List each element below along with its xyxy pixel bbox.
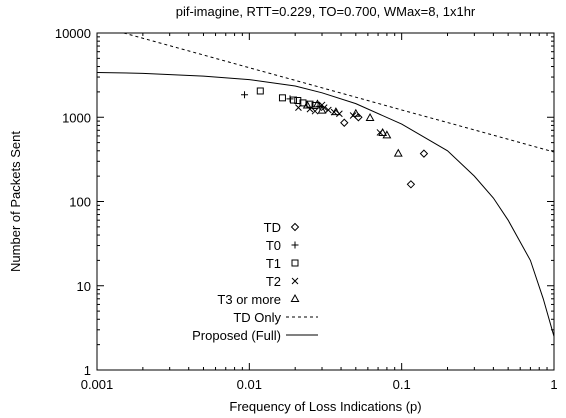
point-t3-or-more bbox=[351, 108, 361, 117]
y-tick-label: 10 bbox=[77, 279, 91, 294]
legend-label-td: TD bbox=[264, 220, 281, 235]
legend-marker-t3-or-more bbox=[290, 293, 300, 302]
legend-label-proposed-full: Proposed (Full) bbox=[192, 328, 281, 343]
point-t1 bbox=[294, 97, 302, 105]
plot-frame bbox=[96, 32, 555, 371]
point-t3-or-more bbox=[378, 127, 388, 137]
series-line-td-only bbox=[123, 33, 554, 153]
y-axis-title: Number of Packets Sent bbox=[8, 131, 23, 272]
x-axis-title: Frequency of Loss Indications (p) bbox=[229, 399, 421, 414]
point-t1 bbox=[256, 87, 264, 95]
legend-label-t1: T1 bbox=[266, 256, 281, 271]
x-tick-label: 0.1 bbox=[393, 377, 411, 392]
legend-label-t0: T0 bbox=[266, 238, 281, 253]
point-t2 bbox=[311, 107, 319, 115]
legend-label-t3-or-more: T3 or more bbox=[217, 292, 281, 307]
point-t3-or-more bbox=[393, 148, 403, 157]
legend-marker-td bbox=[290, 222, 300, 232]
legend: TD T0 T1 T2 T3 or more TD Only Proposed (Full) bbox=[192, 220, 318, 343]
point-td bbox=[419, 149, 429, 158]
legend-label-t2: T2 bbox=[266, 274, 281, 289]
point-t2 bbox=[320, 104, 328, 112]
point-t3-or-more bbox=[317, 105, 327, 114]
point-t3-or-more bbox=[365, 112, 375, 121]
point-t3-or-more bbox=[382, 130, 392, 139]
x-tick-label: 0.001 bbox=[81, 377, 114, 392]
axis-ticks: 0.001 0.01 0.1 1 1 10 100 1000 10000 bbox=[55, 26, 558, 392]
point-t3-or-more bbox=[331, 107, 341, 116]
y-tick-label: 1 bbox=[84, 363, 91, 378]
point-t2 bbox=[306, 105, 314, 113]
point-t1 bbox=[278, 94, 286, 102]
series-lines bbox=[97, 33, 554, 337]
legend-marker-t0 bbox=[291, 241, 299, 249]
x-tick-label: 1 bbox=[550, 377, 557, 392]
y-tick-label: 10000 bbox=[55, 26, 91, 41]
legend-marker-t2 bbox=[291, 277, 299, 285]
point-t2 bbox=[295, 104, 302, 112]
legend-marker-t1 bbox=[291, 259, 299, 267]
series-points bbox=[241, 87, 429, 189]
y-tick-label: 100 bbox=[69, 195, 91, 210]
legend-label-td-only: TD Only bbox=[233, 310, 281, 325]
point-t0 bbox=[241, 91, 249, 99]
point-t1 bbox=[311, 101, 319, 109]
chart-title: pif-imagine, RTT=0.229, TO=0.700, WMax=8… bbox=[176, 4, 476, 19]
point-td bbox=[340, 118, 349, 127]
point-t2 bbox=[324, 106, 332, 114]
point-td bbox=[406, 180, 416, 189]
point-t3-or-more bbox=[302, 100, 312, 109]
y-tick-label: 1000 bbox=[62, 110, 91, 125]
point-t1 bbox=[290, 96, 298, 104]
point-t3-or-more bbox=[313, 99, 322, 108]
series-line-proposed-full bbox=[97, 71, 554, 337]
x-tick-label: 0.01 bbox=[237, 377, 262, 392]
